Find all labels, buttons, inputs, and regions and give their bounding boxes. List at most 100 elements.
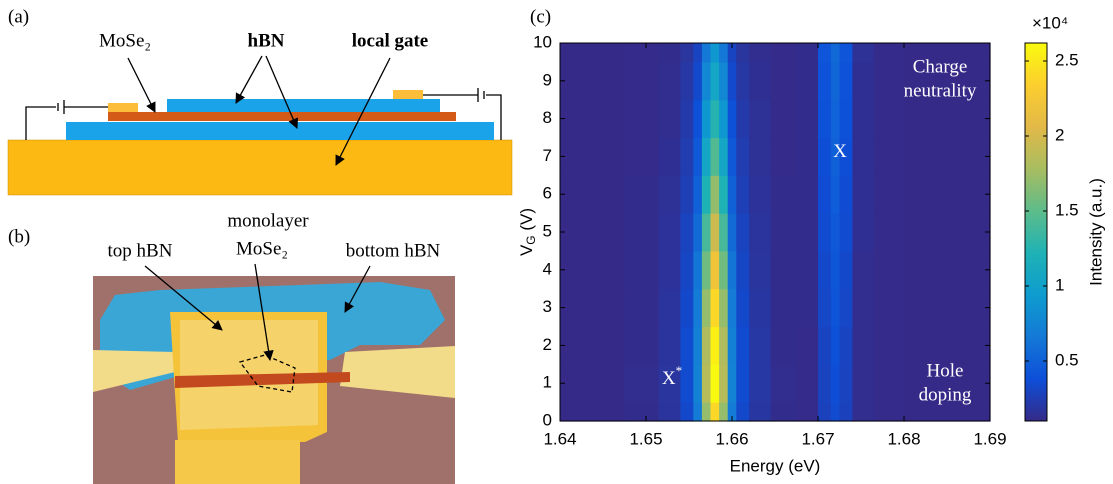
heatmap-cell: [581, 402, 626, 422]
heatmap-cell: [749, 61, 772, 101]
heatmap-cell: [972, 61, 991, 101]
heatmap-cell: [581, 213, 626, 252]
heatmap-cell: [736, 43, 750, 63]
heatmap-cell: [830, 250, 841, 290]
heatmap-cell: [680, 326, 694, 365]
heatmap-cell: [736, 364, 750, 403]
heatmap-cell: [796, 288, 819, 328]
heatmap-cell: [719, 364, 729, 403]
heatmap-cell: [830, 61, 841, 101]
heatmap-cell: [701, 402, 712, 422]
heatmap-cell: [710, 43, 720, 63]
heatmap-cell: [873, 43, 905, 63]
heatmap-cell: [904, 402, 939, 422]
heatmap-cell: [938, 137, 974, 176]
heatmap-cell: [727, 137, 737, 176]
heatmap-cell: [560, 326, 583, 365]
arrow: [265, 55, 299, 129]
x-tick-label: 1.66: [715, 429, 748, 448]
heatmap-cell: [727, 61, 737, 101]
heatmap-cell: [701, 213, 712, 252]
heatmap-cell: [972, 213, 991, 252]
colorbar-multiplier: ×10⁴: [1032, 13, 1068, 32]
x-tick-label: 1.69: [973, 429, 1006, 448]
heatmap-cell: [693, 250, 703, 290]
mose2-layer: [108, 112, 456, 121]
heatmap-cell: [624, 364, 660, 403]
heatmap-cell: [719, 137, 729, 176]
annotation: doping: [919, 384, 972, 405]
panel-label: (a): [8, 6, 29, 27]
heatmap-cell: [680, 43, 694, 63]
panel-c: 1.64 1.65 1.66 1.67 1.68 1.69 0 1 2 3 4 5 6 7 8 9 10 Ener…: [517, 6, 1105, 475]
heatmap-cell: [624, 326, 660, 365]
heatmap-cell: [581, 250, 626, 290]
heatmap-cell: [830, 326, 841, 365]
heatmap-cell: [830, 175, 841, 214]
heatmap-cell: [680, 213, 694, 252]
heatmap-cell: [719, 288, 729, 328]
heatmap-cell: [938, 99, 974, 139]
heatmap-cell: [658, 288, 681, 328]
heatmap-cell: [624, 288, 660, 328]
heatmap-cell: [938, 288, 974, 328]
heatmap-cell: [581, 99, 626, 139]
heatmap-cell: [658, 137, 681, 176]
heatmap-cell: [796, 137, 819, 176]
colorbar-tick-label: 0.5: [1055, 350, 1079, 369]
heatmap-cell: [736, 175, 750, 214]
heatmap-cell: [693, 288, 703, 328]
heatmap-cell: [938, 213, 974, 252]
heatmap-cell: [873, 61, 905, 101]
y-tick-label: 2: [543, 335, 552, 354]
colorbar-tick-label: 1: [1055, 275, 1064, 294]
heatmap-cell: [873, 213, 905, 252]
heatmap-cell: [830, 364, 841, 403]
heatmap-cell: [938, 43, 974, 63]
heatmap-cell: [624, 99, 660, 139]
heatmap-cell: [658, 43, 681, 63]
heatmap-cell: [749, 250, 772, 290]
heatmap-cell: [839, 250, 853, 290]
heatmap-cell: [560, 213, 583, 252]
contact: [93, 350, 175, 392]
heatmap-cell: [727, 99, 737, 139]
heatmap-cell: [624, 250, 660, 290]
arrow: [235, 55, 263, 104]
heatmap-cell: [749, 137, 772, 176]
heatmap-cell: [904, 364, 939, 403]
heatmap-cell: [693, 213, 703, 252]
layer-label: hBN: [248, 30, 285, 51]
annotation-sup: *: [676, 363, 683, 378]
heatmap-cell: [830, 99, 841, 139]
heatmap-cell: [680, 288, 694, 328]
heatmap-cell: [830, 43, 841, 63]
heatmap-cell: [710, 288, 720, 328]
heatmap-cell: [873, 250, 905, 290]
heatmap-cell: [770, 43, 798, 63]
heatmap-cell: [719, 99, 729, 139]
heatmap-cell: [839, 402, 853, 422]
heatmap-cell: [818, 364, 832, 403]
photo-label: monolayer: [227, 210, 309, 231]
heatmap-cell: [972, 250, 991, 290]
heatmap-cell: [719, 402, 729, 422]
heatmap-cell: [624, 213, 660, 252]
heatmap-cell: [624, 61, 660, 101]
circuit-wire: [25, 100, 108, 140]
heatmap-cell: [710, 61, 720, 101]
heatmap-cell: [710, 137, 720, 176]
heatmap-cell: [749, 99, 772, 139]
x-tick-label: 1.64: [543, 429, 576, 448]
y-tick-label: 4: [543, 259, 552, 278]
heatmap-cell: [796, 364, 819, 403]
heatmap-cell: [719, 213, 729, 252]
heatmap-cell: [839, 288, 853, 328]
x-axis-label: Energy (eV): [730, 456, 821, 475]
heatmap-cell: [852, 99, 875, 139]
colorbar-tick-label: 2.5: [1055, 50, 1079, 69]
heatmap-cell: [873, 288, 905, 328]
heatmap-cell: [873, 326, 905, 365]
colorbar-tick-label: 2: [1055, 125, 1064, 144]
